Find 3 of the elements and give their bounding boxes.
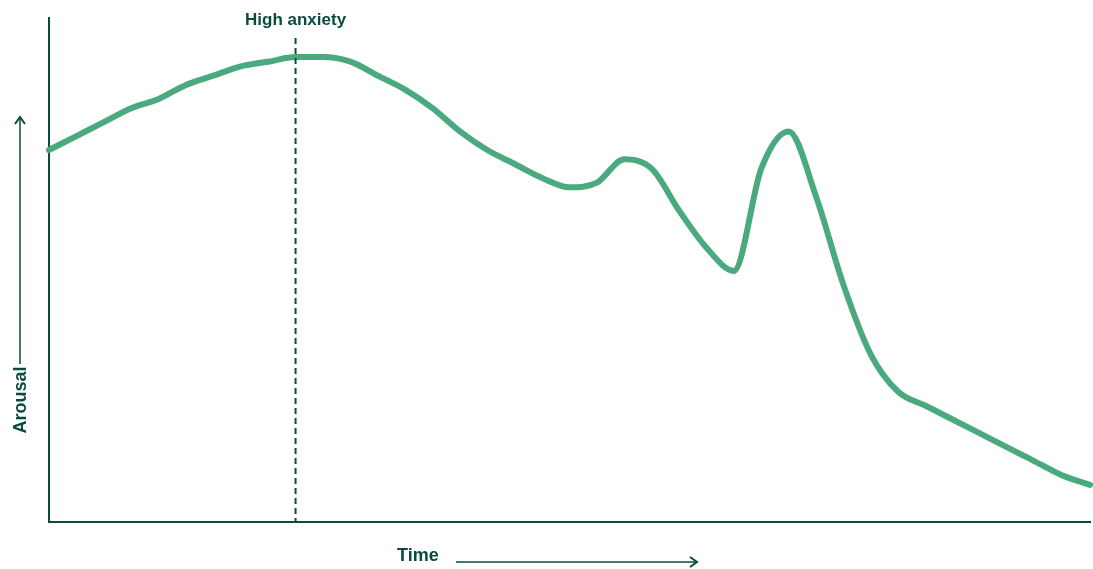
y-axis-title: Arousal	[9, 366, 31, 434]
text: High anxiety	[245, 9, 347, 29]
x-axis-title: Time	[397, 545, 439, 566]
